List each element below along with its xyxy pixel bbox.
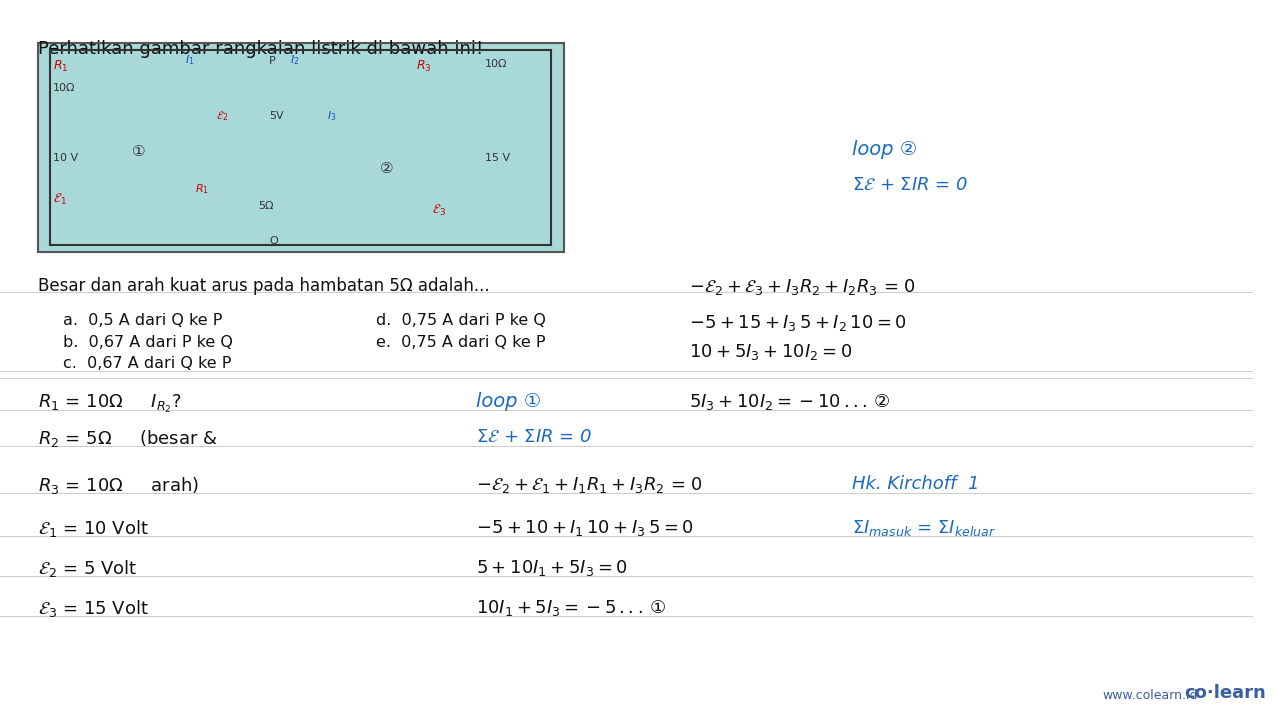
Text: $-\mathcal{E}_2 + \mathcal{E}_1 + I_1R_1 + I_3R_2$ = 0: $-\mathcal{E}_2 + \mathcal{E}_1 + I_1R_1… [476,475,703,495]
Text: Hk. Kirchoff  1: Hk. Kirchoff 1 [852,475,979,493]
Text: 5Ω: 5Ω [259,201,274,211]
Text: $\mathcal{E}_3$: $\mathcal{E}_3$ [433,203,447,217]
Text: a.  0,5 A dari Q ke P: a. 0,5 A dari Q ke P [63,313,221,328]
Text: 10Ω: 10Ω [52,83,76,93]
Text: $10I_1 + 5I_3 = -5\,...\,①$: $10I_1 + 5I_3 = -5\,...\,①$ [476,598,666,618]
Text: $\mathcal{E}_1$ = 10 Volt: $\mathcal{E}_1$ = 10 Volt [37,518,148,539]
Text: P: P [269,56,276,66]
Text: $R_3$ = 10Ω     arah): $R_3$ = 10Ω arah) [37,475,198,496]
Text: $\Sigma\mathcal{E}$ + $\Sigma IR$ = 0: $\Sigma\mathcal{E}$ + $\Sigma IR$ = 0 [476,428,593,446]
Text: loop ①: loop ① [476,392,541,411]
Text: 5V: 5V [269,112,284,121]
Text: e.  0,75 A dari Q ke P: e. 0,75 A dari Q ke P [376,335,545,350]
Text: $10 + 5I_3 + 10I_2 = 0$: $10 + 5I_3 + 10I_2 = 0$ [689,342,852,362]
Text: Q: Q [269,236,278,246]
Text: loop ②: loop ② [852,140,918,159]
Text: www.colearn.id: www.colearn.id [1102,689,1198,702]
Text: $\mathcal{E}_3$ = 15 Volt: $\mathcal{E}_3$ = 15 Volt [37,598,148,618]
Text: ①: ① [132,144,146,159]
Text: $\Sigma I_{masuk}$ = $\Sigma I_{keluar}$: $\Sigma I_{masuk}$ = $\Sigma I_{keluar}$ [852,518,996,539]
Text: $-\mathcal{E}_2 + \mathcal{E}_3 + I_3R_2 + I_2R_3$ = 0: $-\mathcal{E}_2 + \mathcal{E}_3 + I_3R_2… [689,277,916,297]
Text: Besar dan arah kuat arus pada hambatan 5Ω adalah...: Besar dan arah kuat arus pada hambatan 5… [37,277,489,295]
Text: $\Sigma\mathcal{E}$ + $\Sigma IR$ = 0: $\Sigma\mathcal{E}$ + $\Sigma IR$ = 0 [852,176,968,194]
Text: $I_1$: $I_1$ [184,53,195,67]
Text: $I_2$: $I_2$ [291,53,300,67]
Text: d.  0,75 A dari P ke Q: d. 0,75 A dari P ke Q [376,313,545,328]
Text: $R_1$: $R_1$ [52,59,68,74]
Text: co·learn: co·learn [1184,684,1266,702]
Text: $I_3$: $I_3$ [326,109,337,123]
Text: $- 5 + 10 + I_1\,10 + I_3\,5 = 0$: $- 5 + 10 + I_1\,10 + I_3\,5 = 0$ [476,518,694,539]
Text: ②: ② [380,161,393,176]
Text: $R_1$: $R_1$ [196,182,210,197]
Text: Perhatikan gambar rangkaian listrik di bawah ini!: Perhatikan gambar rangkaian listrik di b… [37,40,483,58]
Text: $R_1$ = 10Ω     $I_{R_2}$?: $R_1$ = 10Ω $I_{R_2}$? [37,392,182,415]
FancyBboxPatch shape [37,43,563,252]
Text: $\mathcal{E}_2$ = 5 Volt: $\mathcal{E}_2$ = 5 Volt [37,558,137,579]
Bar [50,50,552,245]
Text: 10 V: 10 V [52,153,78,163]
Text: $R_3$: $R_3$ [416,59,431,74]
Text: c.  0,67 A dari Q ke P: c. 0,67 A dari Q ke P [63,356,230,372]
Text: $R_2$ = 5Ω     (besar &: $R_2$ = 5Ω (besar & [37,428,218,449]
Text: 15 V: 15 V [485,153,509,163]
Text: 10Ω: 10Ω [485,59,507,69]
Text: $\mathcal{E}_2$: $\mathcal{E}_2$ [216,109,229,123]
Text: $5 + 10I_1 + 5I_3 = 0$: $5 + 10I_1 + 5I_3 = 0$ [476,558,628,578]
Text: $- 5 + 15 + I_3\,5 + I_2\,10 = 0$: $- 5 + 15 + I_3\,5 + I_2\,10 = 0$ [689,313,906,333]
Text: $5I_3 + 10I_2 = -10\,...\,②$: $5I_3 + 10I_2 = -10\,...\,②$ [689,392,891,413]
Text: b.  0,67 A dari P ke Q: b. 0,67 A dari P ke Q [63,335,233,350]
Text: $\mathcal{E}_1$: $\mathcal{E}_1$ [52,192,67,207]
